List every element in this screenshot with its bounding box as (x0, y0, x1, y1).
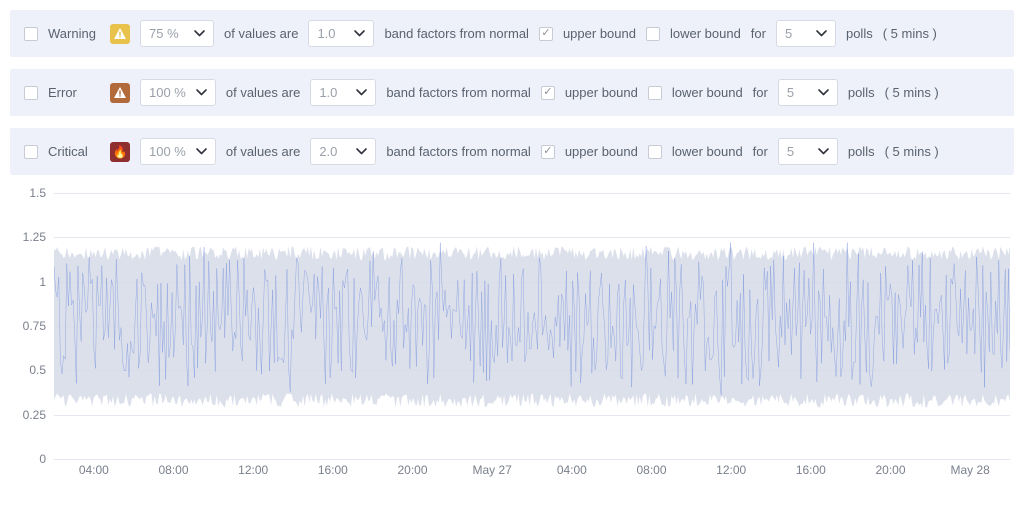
chevron-down-icon (196, 89, 207, 96)
band-factor-select-warning-value: 1.0 (317, 26, 335, 41)
chevron-down-icon (196, 148, 207, 155)
gridline (54, 459, 1010, 460)
warning-icon (110, 24, 130, 44)
text-polls: polls (846, 26, 873, 41)
level-label-critical: Critical (48, 144, 100, 159)
y-tick-label: 0.75 (10, 319, 46, 333)
x-tick-label: 16:00 (318, 463, 348, 477)
text-of-values: of values are (224, 26, 298, 41)
enable-critical-checkbox[interactable] (24, 145, 38, 159)
y-tick-label: 0 (10, 452, 46, 466)
chevron-down-icon (818, 89, 829, 96)
lower-bound-checkbox-error[interactable] (648, 86, 662, 100)
text-of-values: of values are (226, 144, 300, 159)
text-lower-bound: lower bound (670, 26, 741, 41)
text-of-values: of values are (226, 85, 300, 100)
chart-svg (54, 193, 1010, 459)
enable-warning-checkbox[interactable] (24, 27, 38, 41)
text-polls: polls (848, 144, 875, 159)
y-tick-label: 0.5 (10, 363, 46, 377)
polls-duration-critical: ( 5 mins ) (885, 144, 939, 159)
upper-bound-checkbox-warning[interactable] (539, 27, 553, 41)
percent-select-warning-value: 75 % (149, 26, 179, 41)
chevron-down-icon (356, 89, 367, 96)
band-factor-select-error-value: 1.0 (319, 85, 337, 100)
band-factor-select-critical-value: 2.0 (319, 144, 337, 159)
percent-select-error[interactable]: 100 % (140, 79, 216, 106)
band-factor-select-critical[interactable]: 2.0 (310, 138, 376, 165)
x-tick-label: May 28 (950, 463, 989, 477)
x-tick-label: 08:00 (636, 463, 666, 477)
text-lower-bound: lower bound (672, 85, 743, 100)
text-upper-bound: upper bound (565, 85, 638, 100)
percent-select-critical-value: 100 % (149, 144, 186, 159)
text-polls: polls (848, 85, 875, 100)
upper-bound-checkbox-critical[interactable] (541, 145, 555, 159)
chevron-down-icon (816, 30, 827, 37)
text-for: for (753, 144, 768, 159)
error-icon (110, 83, 130, 103)
x-tick-label: 08:00 (158, 463, 188, 477)
polls-select-error[interactable]: 5 (778, 79, 838, 106)
polls-select-warning[interactable]: 5 (776, 20, 836, 47)
anomaly-chart: 04:00 08:00 12:00 16:00 20:00 May 27 04:00 08:0… (10, 193, 1014, 483)
polls-select-critical-value: 5 (787, 144, 794, 159)
x-tick-label: 20:00 (875, 463, 905, 477)
x-tick-label: 12:00 (716, 463, 746, 477)
band-factor-select-error[interactable]: 1.0 (310, 79, 376, 106)
x-tick-label: 20:00 (397, 463, 427, 477)
y-tick-label: 1 (10, 275, 46, 289)
y-tick-label: 0.25 (10, 408, 46, 422)
level-label-error: Error (48, 85, 100, 100)
chevron-down-icon (194, 30, 205, 37)
polls-duration-error: ( 5 mins ) (885, 85, 939, 100)
critical-icon: 🔥 (110, 142, 130, 162)
level-label-warning: Warning (48, 26, 100, 41)
polls-duration-warning: ( 5 mins ) (883, 26, 937, 41)
x-tick-label: 04:00 (79, 463, 109, 477)
confidence-band (54, 246, 1010, 407)
polls-select-error-value: 5 (787, 85, 794, 100)
x-tick-label: 12:00 (238, 463, 268, 477)
polls-select-critical[interactable]: 5 (778, 138, 838, 165)
x-tick-label: 16:00 (796, 463, 826, 477)
text-band-factors: band factors from normal (386, 144, 531, 159)
text-upper-bound: upper bound (563, 26, 636, 41)
band-factor-select-warning[interactable]: 1.0 (308, 20, 374, 47)
text-lower-bound: lower bound (672, 144, 743, 159)
percent-select-warning[interactable]: 75 % (140, 20, 214, 47)
text-band-factors: band factors from normal (384, 26, 529, 41)
chevron-down-icon (354, 30, 365, 37)
text-band-factors: band factors from normal (386, 85, 531, 100)
threshold-row-critical: Critical 🔥 100 % of values are 2.0 band facto… (10, 128, 1014, 175)
y-tick-label: 1.5 (10, 186, 46, 200)
x-tick-label: May 27 (472, 463, 511, 477)
lower-bound-checkbox-warning[interactable] (646, 27, 660, 41)
chevron-down-icon (818, 148, 829, 155)
x-tick-label: 04:00 (557, 463, 587, 477)
text-for: for (753, 85, 768, 100)
upper-bound-checkbox-error[interactable] (541, 86, 555, 100)
text-upper-bound: upper bound (565, 144, 638, 159)
chevron-down-icon (356, 148, 367, 155)
text-for: for (751, 26, 766, 41)
percent-select-critical[interactable]: 100 % (140, 138, 216, 165)
percent-select-error-value: 100 % (149, 85, 186, 100)
polls-select-warning-value: 5 (785, 26, 792, 41)
y-tick-label: 1.25 (10, 230, 46, 244)
threshold-row-warning: Warning 75 % of values are 1.0 band factors … (10, 10, 1014, 57)
lower-bound-checkbox-critical[interactable] (648, 145, 662, 159)
enable-error-checkbox[interactable] (24, 86, 38, 100)
threshold-row-error: Error 100 % of values are 1.0 band factors f… (10, 69, 1014, 116)
